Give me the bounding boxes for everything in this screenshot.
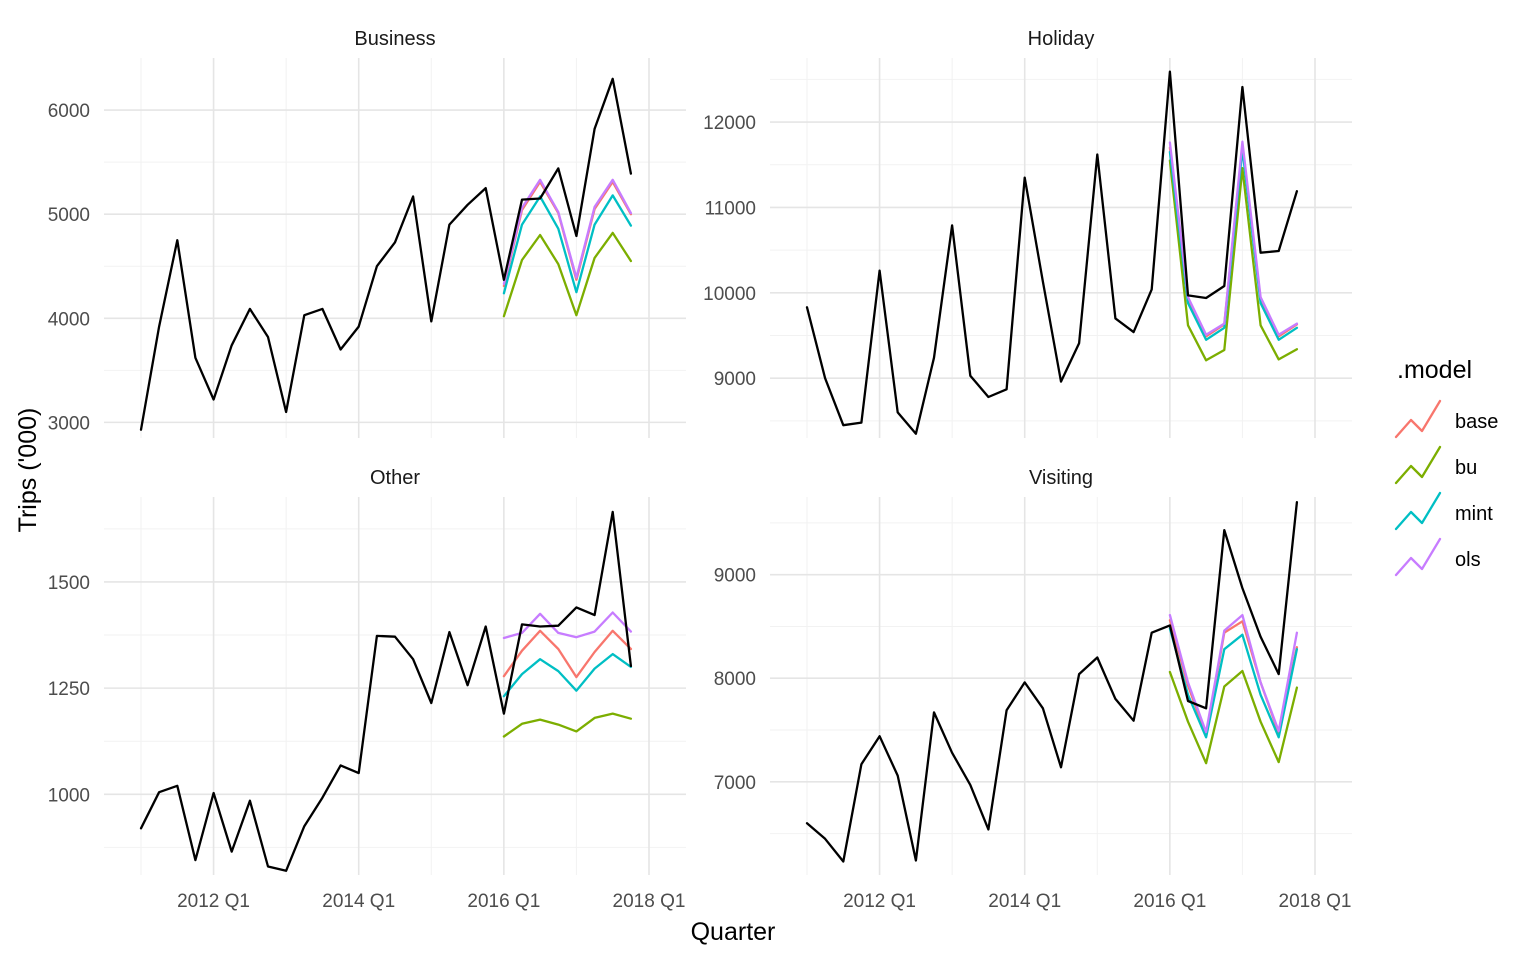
legend-title: .model <box>1397 356 1472 384</box>
legend-item-mint: mint <box>1394 491 1493 531</box>
facet-title: Holiday <box>1028 28 1095 50</box>
x-tick-label: 2012 Q1 <box>177 891 250 912</box>
series-line-bu <box>502 712 633 738</box>
legend-key-bu <box>1394 445 1442 485</box>
y-tick-label: 1500 <box>48 573 90 594</box>
series-line-mint <box>502 652 633 698</box>
actual-series-line <box>805 70 1299 435</box>
y-tick-label: 1000 <box>48 785 90 806</box>
y-tick-label: 10000 <box>703 284 756 305</box>
y-axis-title: Trips ('000) <box>14 408 42 533</box>
legend-label: ols <box>1455 549 1481 571</box>
x-tick-label: 2016 Q1 <box>467 891 540 912</box>
series-line-ols <box>1168 613 1299 734</box>
y-tick-label: 12000 <box>703 113 756 134</box>
series-line-base <box>502 629 633 679</box>
series-line-ols <box>502 611 633 640</box>
y-tick-label: 5000 <box>48 205 90 226</box>
series-line-bu <box>502 231 633 318</box>
actual-series-line <box>139 77 633 431</box>
series-line-ols <box>1168 140 1299 336</box>
legend-label: mint <box>1455 503 1493 525</box>
x-axis-title: Quarter <box>691 918 776 946</box>
x-tick-label: 2018 Q1 <box>1279 891 1352 912</box>
y-tick-label: 6000 <box>48 101 90 122</box>
facet-panel-business: Business 3000 4000 5000 6000 <box>48 28 686 438</box>
x-tick-label: 2016 Q1 <box>1133 891 1206 912</box>
series-line-mint <box>502 194 633 295</box>
facet-panel-visiting: Visiting 7000 8000 9000 2012 Q1 2014 Q1 2016 Q… <box>714 467 1352 912</box>
y-tick-label: 11000 <box>705 198 756 219</box>
x-tick-label: 2018 Q1 <box>613 891 686 912</box>
facet-title: Business <box>354 28 435 50</box>
series-line-ols <box>502 178 633 286</box>
legend-label: base <box>1455 411 1498 433</box>
legend-key-ols <box>1394 537 1442 577</box>
legend-key-base <box>1394 399 1442 439</box>
legend-key-mint <box>1394 491 1442 531</box>
legend: .model base bu mint ols <box>1394 356 1498 577</box>
legend-label: bu <box>1455 457 1477 479</box>
y-tick-label: 7000 <box>714 773 756 794</box>
facet-panels: Business 3000 4000 5000 6000 Holiday 9000 10000… <box>48 28 1352 912</box>
legend-items: base bu mint ols <box>1394 399 1498 577</box>
legend-item-ols: ols <box>1394 537 1481 577</box>
y-tick-label: 4000 <box>48 309 90 330</box>
y-tick-label: 3000 <box>48 413 90 434</box>
actual-series-line <box>139 510 633 872</box>
y-tick-label: 9000 <box>714 369 756 390</box>
y-tick-label: 1250 <box>48 679 90 700</box>
actual-series-line <box>805 501 1299 863</box>
legend-item-bu: bu <box>1394 445 1477 485</box>
facet-title: Visiting <box>1029 467 1093 489</box>
legend-item-base: base <box>1394 399 1498 439</box>
x-tick-label: 2014 Q1 <box>988 891 1061 912</box>
x-tick-label: 2012 Q1 <box>843 891 916 912</box>
y-tick-label: 9000 <box>714 566 756 587</box>
x-tick-label: 2014 Q1 <box>322 891 395 912</box>
facet-panel-other: Other 1000 1250 1500 2012 Q1 2014 Q1 2016 Q1 20… <box>48 467 686 912</box>
series-line-bu <box>1168 669 1299 765</box>
facet-title: Other <box>370 467 420 489</box>
y-tick-label: 8000 <box>714 669 756 690</box>
series-line-bu <box>1168 159 1299 362</box>
facet-panel-holiday: Holiday 9000 10000 11000 12000 <box>703 28 1352 438</box>
